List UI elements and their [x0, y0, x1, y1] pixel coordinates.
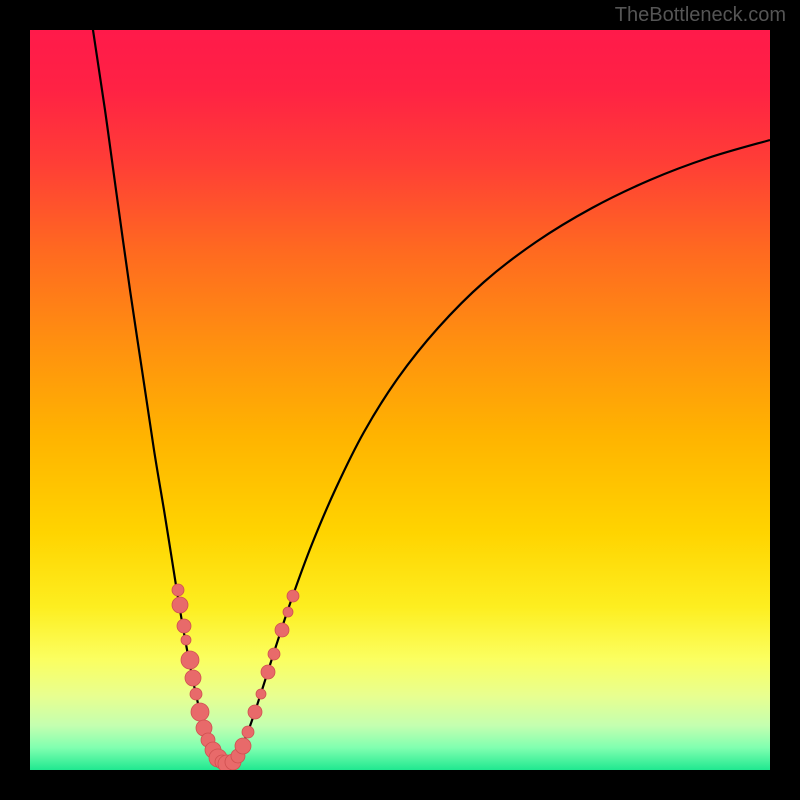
data-point — [283, 607, 293, 617]
data-point — [235, 738, 251, 754]
data-point — [185, 670, 201, 686]
chart-frame: TheBottleneck.com — [0, 0, 800, 800]
data-point — [268, 648, 280, 660]
bottleneck-curve-left — [90, 30, 226, 770]
plot-area — [30, 30, 770, 770]
bottleneck-curve-right — [226, 140, 770, 770]
data-markers — [172, 584, 299, 770]
data-point — [261, 665, 275, 679]
data-point — [172, 597, 188, 613]
data-point — [172, 584, 184, 596]
data-point — [242, 726, 254, 738]
data-point — [177, 619, 191, 633]
data-point — [190, 688, 202, 700]
data-point — [275, 623, 289, 637]
data-point — [181, 635, 191, 645]
data-point — [181, 651, 199, 669]
data-point — [256, 689, 266, 699]
watermark-text: TheBottleneck.com — [615, 4, 786, 27]
chart-overlay — [30, 30, 770, 770]
data-point — [248, 705, 262, 719]
data-point — [287, 590, 299, 602]
data-point — [191, 703, 209, 721]
